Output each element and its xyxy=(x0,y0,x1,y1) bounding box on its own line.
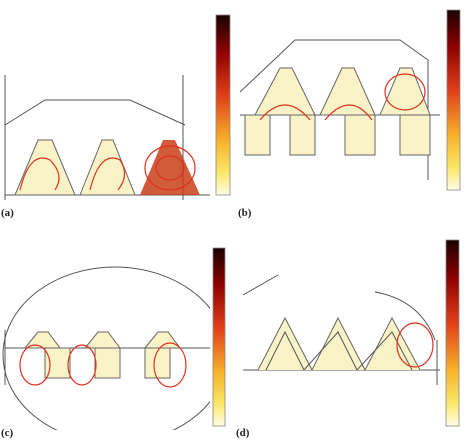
figure-shape xyxy=(83,331,121,349)
figure-shape xyxy=(2,266,210,430)
figure-shape xyxy=(89,157,126,191)
figure-shape xyxy=(324,104,373,121)
panel-b xyxy=(239,9,461,191)
panel-c xyxy=(2,247,226,430)
figure-shape xyxy=(384,73,426,111)
figure-shape xyxy=(445,239,460,427)
figure-shape xyxy=(79,139,136,196)
figure-shape xyxy=(254,67,316,116)
figure-shape xyxy=(344,114,376,156)
figure-shape xyxy=(144,347,171,379)
figure-shape xyxy=(399,114,431,156)
figure-shape xyxy=(140,140,200,195)
figure-shape xyxy=(244,114,271,156)
figure-shape xyxy=(239,39,429,93)
panel-a xyxy=(4,14,231,200)
figure-shape xyxy=(155,155,185,181)
figure-shape xyxy=(153,342,187,388)
figure-shape xyxy=(265,330,413,371)
panel-label: (c) xyxy=(1,427,14,439)
panel-label: (b) xyxy=(238,207,252,219)
figure-shape xyxy=(19,157,60,191)
figure-shape xyxy=(319,67,376,116)
panel-d xyxy=(242,239,460,427)
panel-label: (a) xyxy=(1,207,14,219)
figure-shape xyxy=(94,347,121,379)
figure-shape xyxy=(374,291,436,341)
figure-shape xyxy=(396,322,434,368)
figure-shape xyxy=(446,9,461,191)
figure-shape xyxy=(14,139,76,196)
figure-shape xyxy=(259,104,311,121)
panel-label: (d) xyxy=(236,427,250,439)
figure-shape xyxy=(289,114,316,156)
figure-shape xyxy=(257,316,421,372)
figure-shape xyxy=(212,247,226,427)
figure-shape xyxy=(4,99,186,126)
figure-shape xyxy=(215,14,231,196)
figure-shape xyxy=(19,344,51,386)
figure-shape xyxy=(242,274,279,296)
figure-shape xyxy=(144,145,196,191)
figure-shape xyxy=(67,344,97,386)
figure-shape xyxy=(379,67,431,116)
